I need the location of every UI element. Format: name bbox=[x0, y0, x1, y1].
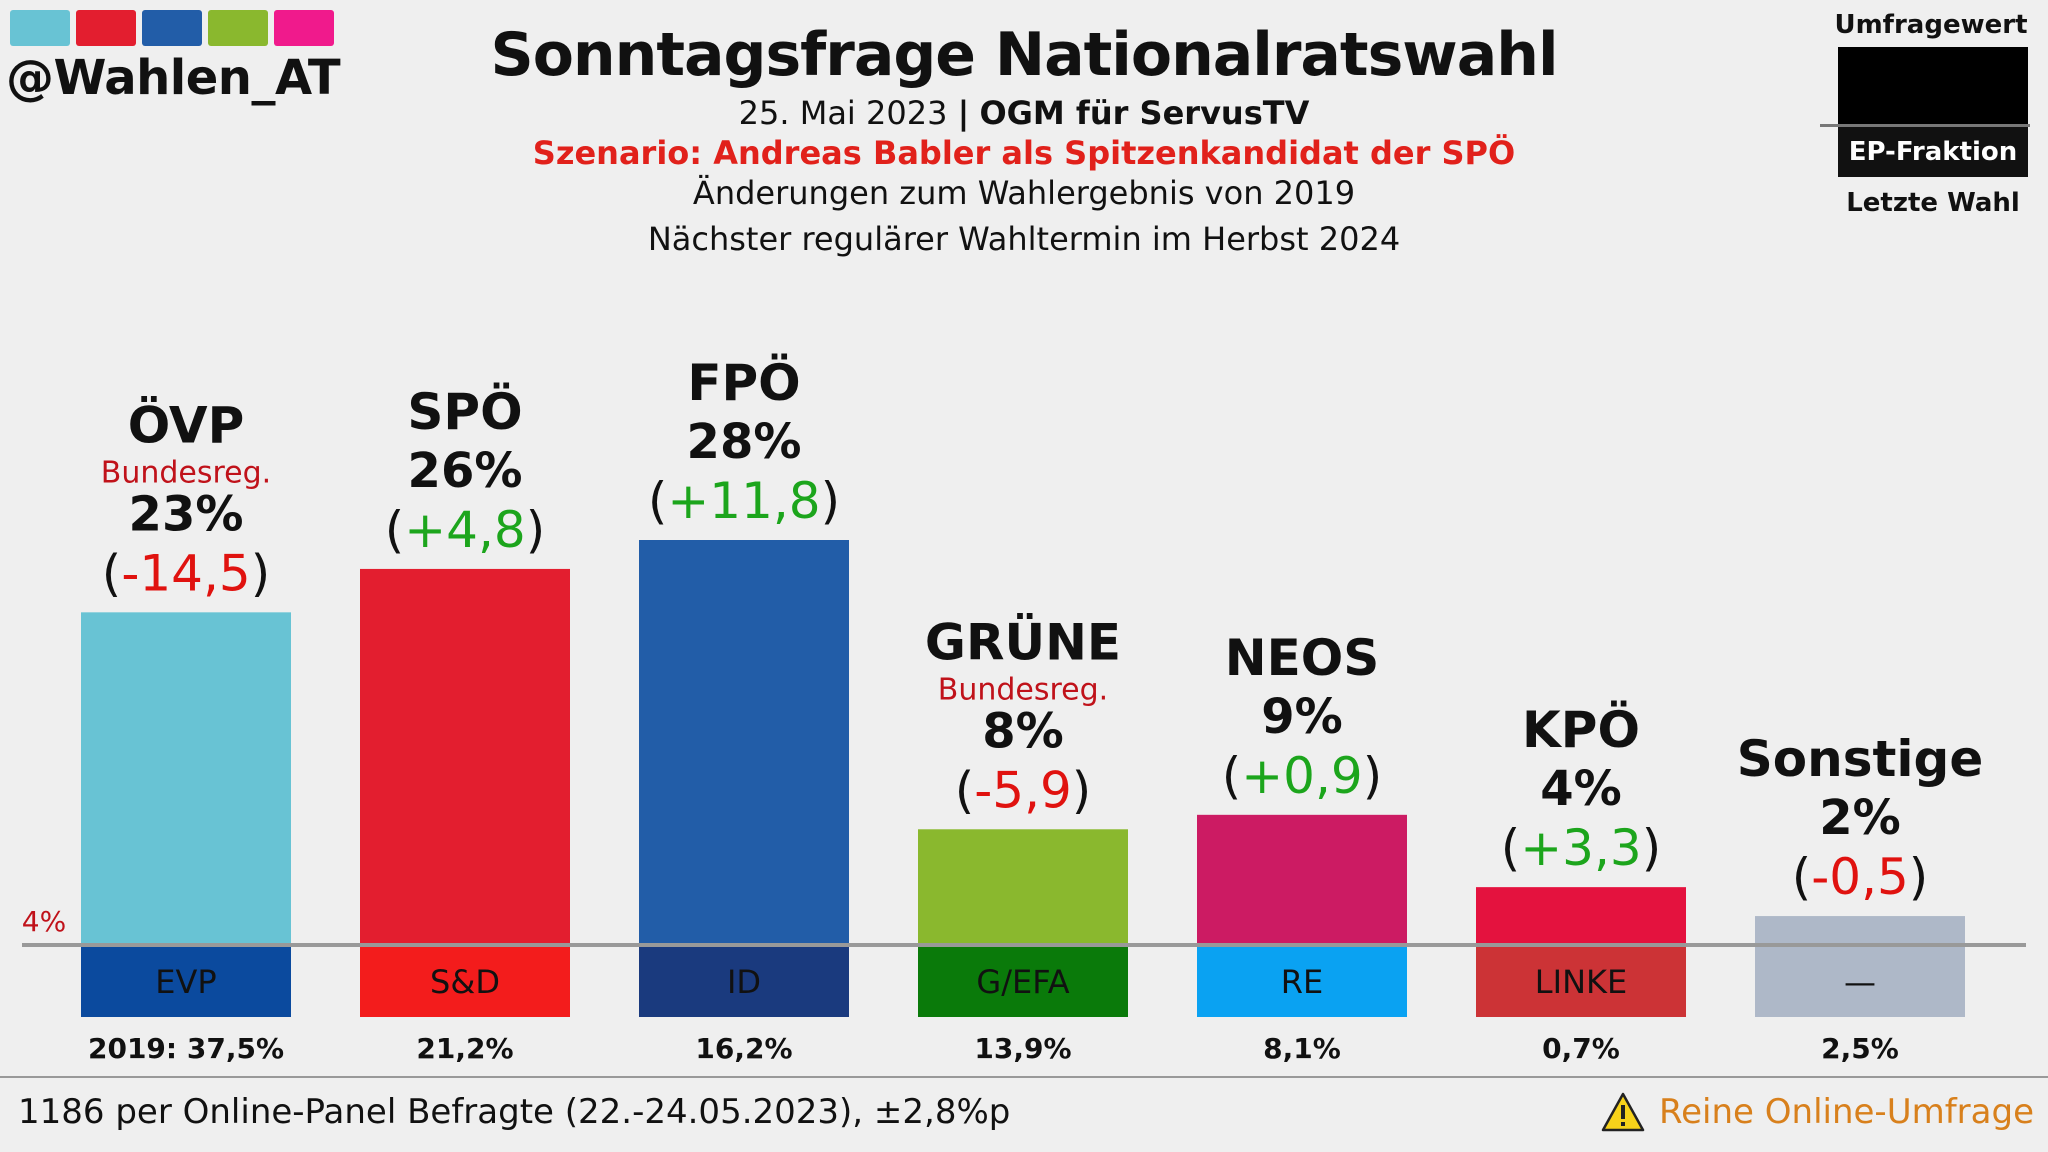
bar-0 bbox=[81, 612, 291, 945]
online-warning: Reine Online-Umfrage bbox=[1601, 1092, 2034, 1132]
last-election-2: 16,2% bbox=[695, 1032, 792, 1065]
ep-label-5: LINKE bbox=[1535, 963, 1627, 1001]
bar-2 bbox=[639, 540, 849, 945]
note-changes: Änderungen zum Wahlergebnis von 2019 bbox=[692, 174, 1356, 212]
last-election-1: 21,2% bbox=[416, 1032, 513, 1065]
ep-box-1 bbox=[360, 945, 570, 1017]
swatch-2 bbox=[76, 10, 136, 46]
page-title: Sonntagsfrage Nationalratswahl bbox=[490, 20, 1558, 90]
bar-1 bbox=[360, 568, 570, 945]
ep-label-6: — bbox=[1844, 963, 1876, 1001]
party-name-3: GRÜNE bbox=[925, 612, 1121, 671]
warning-triangle-icon bbox=[1601, 1092, 1645, 1132]
party-name-5: KPÖ bbox=[1522, 700, 1640, 759]
bar-6 bbox=[1755, 916, 1965, 945]
separator: | bbox=[957, 94, 970, 132]
last-election-3: 13,9% bbox=[974, 1032, 1071, 1065]
party-name-4: NEOS bbox=[1225, 629, 1380, 687]
swatch-5 bbox=[274, 10, 334, 46]
last-election-5: 0,7% bbox=[1542, 1032, 1620, 1065]
value-label-4: 9% bbox=[1261, 689, 1343, 745]
change-label-0: (-14,5) bbox=[102, 544, 270, 602]
value-label-2: 28% bbox=[687, 414, 802, 470]
value-label-3: 8% bbox=[982, 703, 1064, 759]
ep-label-3: G/EFA bbox=[976, 963, 1069, 1001]
bar-5 bbox=[1476, 887, 1686, 945]
poll-date: 25. Mai 2023 bbox=[738, 94, 948, 132]
last-election-0: 2019: 37,5% bbox=[88, 1032, 284, 1065]
swatch-4 bbox=[208, 10, 268, 46]
bar-4 bbox=[1197, 814, 1407, 945]
ep-box-4 bbox=[1197, 945, 1407, 1017]
legend-bar-sample bbox=[1838, 47, 2028, 127]
note-next-election: Nächster regulärer Wahltermin im Herbst … bbox=[647, 220, 1401, 258]
ep-label-2: ID bbox=[727, 963, 761, 1001]
value-label-5: 4% bbox=[1540, 761, 1622, 817]
change-label-2: (+11,8) bbox=[648, 472, 840, 530]
scenario-line: Szenario: Andreas Babler als Spitzenkand… bbox=[532, 134, 1516, 172]
footer-divider bbox=[0, 1076, 2048, 1078]
swatch-3 bbox=[142, 10, 202, 46]
last-election-6: 2,5% bbox=[1821, 1032, 1899, 1065]
last-election-4: 8,1% bbox=[1263, 1032, 1341, 1065]
gov-label-3: Bundesreg. bbox=[938, 672, 1108, 707]
legend-last-election: Letzte Wahl bbox=[1846, 188, 2020, 218]
poll-source-line: 25. Mai 2023 | OGM für ServusTV bbox=[0, 94, 2048, 132]
threshold-label: 4% bbox=[22, 905, 66, 938]
change-label-6: (-0,5) bbox=[1792, 848, 1929, 906]
change-label-4: (+0,9) bbox=[1222, 747, 1382, 805]
ep-label-4: RE bbox=[1281, 963, 1323, 1001]
ep-box-6 bbox=[1755, 945, 1965, 1017]
value-label-6: 2% bbox=[1819, 790, 1901, 846]
legend-baseline bbox=[1820, 124, 2030, 127]
legend-poll-value: Umfragewert bbox=[1834, 10, 2028, 40]
bar-3 bbox=[918, 829, 1128, 945]
change-label-1: (+4,8) bbox=[385, 501, 545, 559]
value-label-1: 26% bbox=[408, 443, 523, 499]
gov-label-0: Bundesreg. bbox=[101, 455, 271, 490]
sample-info: 1186 per Online-Panel Befragte (22.-24.0… bbox=[18, 1092, 1011, 1132]
ep-box-3 bbox=[918, 945, 1128, 1017]
party-name-2: FPÖ bbox=[687, 353, 800, 412]
party-name-1: SPÖ bbox=[407, 382, 522, 441]
legend-ep-group: EP-Fraktion bbox=[1838, 127, 2028, 177]
change-label-3: (-5,9) bbox=[955, 761, 1092, 819]
ep-label-1: S&D bbox=[430, 963, 500, 1001]
ep-box-0 bbox=[81, 945, 291, 1017]
swatch-1 bbox=[10, 10, 70, 46]
ep-box-2 bbox=[639, 945, 849, 1017]
warning-text: Reine Online-Umfrage bbox=[1659, 1092, 2034, 1132]
change-label-5: (+3,3) bbox=[1501, 819, 1661, 877]
pollster: OGM für ServusTV bbox=[979, 94, 1310, 132]
value-label-0: 23% bbox=[129, 486, 244, 542]
ep-label-0: EVP bbox=[155, 963, 216, 1001]
ep-box-5 bbox=[1476, 945, 1686, 1017]
logo-swatches bbox=[10, 10, 334, 46]
party-name-6: Sonstige bbox=[1737, 730, 1983, 788]
twitter-handle: @Wahlen_AT bbox=[6, 50, 341, 106]
party-name-0: ÖVP bbox=[128, 395, 245, 454]
